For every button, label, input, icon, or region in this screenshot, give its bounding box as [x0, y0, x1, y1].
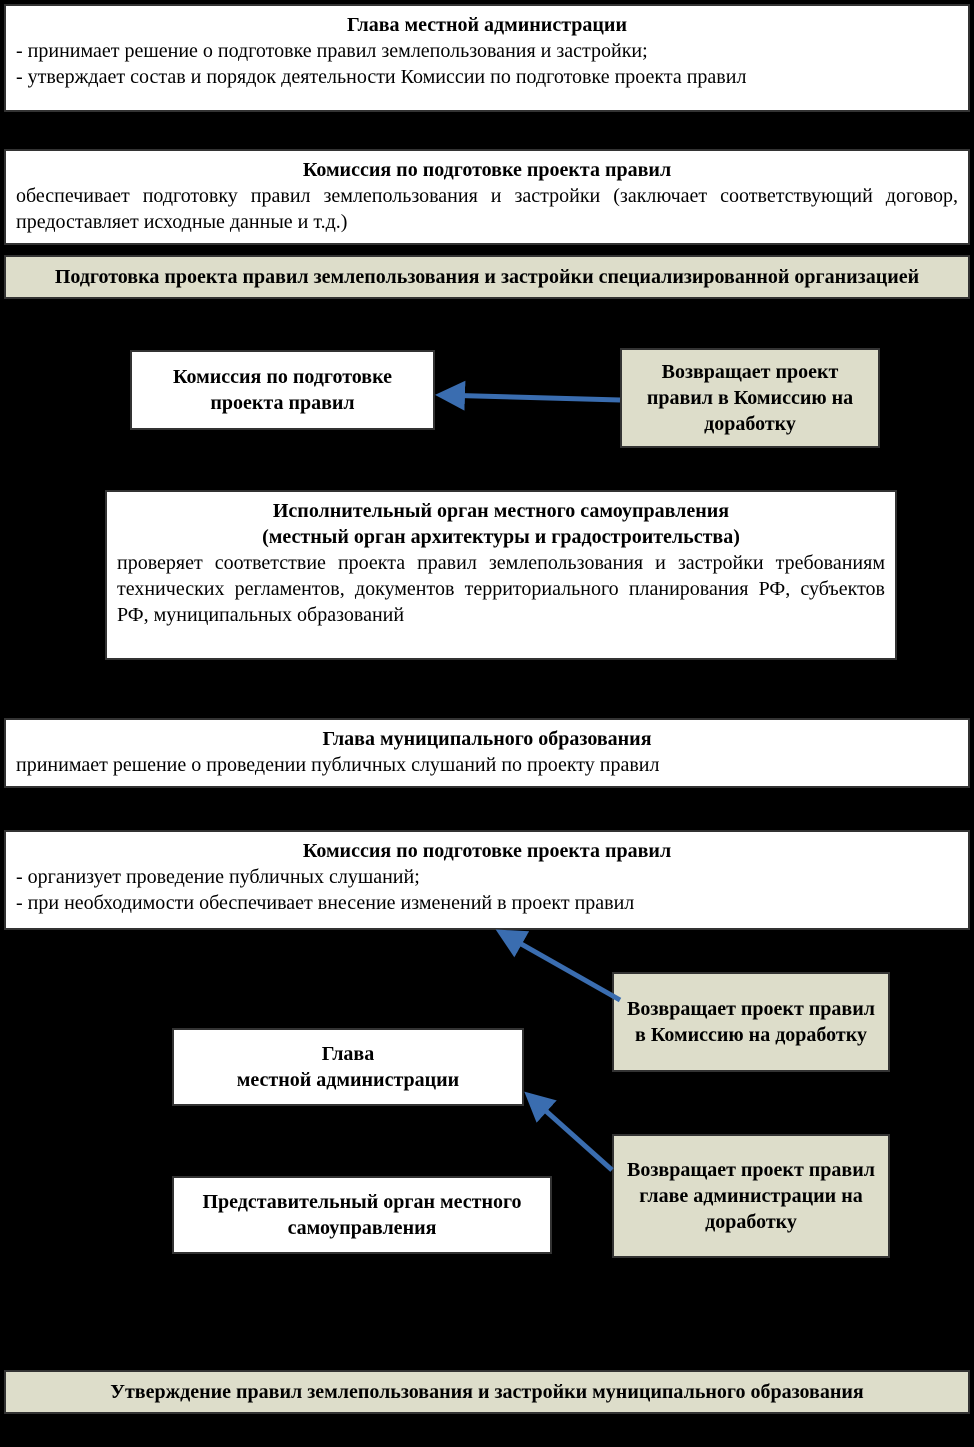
arrow-0: [440, 395, 620, 400]
node-b9: Глава местной администрации: [172, 1028, 524, 1106]
node-body: - организует проведение публичных слушан…: [16, 864, 958, 916]
node-title: Представительный орган местного самоупра…: [184, 1189, 540, 1241]
node-body: Возвращает проект правил главе администр…: [624, 1157, 878, 1235]
node-b1: Глава местной администрации- принимает р…: [4, 4, 970, 112]
node-b3: Подготовка проекта правил землепользован…: [4, 255, 970, 299]
node-title: Глава местной администрации: [16, 12, 958, 38]
node-title: Комиссия по подготовке проекта правил: [16, 838, 958, 864]
node-title: Комиссия по подготовке проекта правил: [142, 364, 423, 416]
arrow-1: [500, 932, 620, 1000]
diagram-stage: Глава местной администрации- принимает р…: [0, 0, 974, 1447]
node-title: Глава местной администрации: [237, 1041, 459, 1093]
node-body: обеспечивает подготовку правил землеполь…: [16, 183, 958, 235]
node-title: Комиссия по подготовке проекта правил: [16, 157, 958, 183]
node-b5: Возвращает проект правил в Комиссию на д…: [620, 348, 880, 448]
node-title: Подготовка проекта правил землепользован…: [55, 264, 919, 290]
node-title: Утверждение правил землепользования и за…: [110, 1379, 863, 1405]
node-b7: Глава муниципального образованияпринимае…: [4, 718, 970, 788]
node-body: проверяет соответствие проекта правил зе…: [117, 550, 885, 628]
node-body: Возвращает проект правил в Комиссию на д…: [632, 359, 868, 437]
node-body: Возвращает проект правил в Комиссию на д…: [624, 996, 878, 1048]
arrow-2: [528, 1095, 612, 1170]
node-body: - принимает решение о подготовке правил …: [16, 38, 958, 90]
node-b4: Комиссия по подготовке проекта правил: [130, 350, 435, 430]
node-b6: Исполнительный орган местного самоуправл…: [105, 490, 897, 660]
node-b8: Комиссия по подготовке проекта правил- о…: [4, 830, 970, 930]
node-b11: Представительный орган местного самоупра…: [172, 1176, 552, 1254]
node-b13: Утверждение правил землепользования и за…: [4, 1370, 970, 1414]
node-body: принимает решение о проведении публичных…: [16, 752, 958, 778]
node-b2: Комиссия по подготовке проекта правилобе…: [4, 149, 970, 245]
node-b12: Возвращает проект правил главе администр…: [612, 1134, 890, 1258]
node-title: Глава муниципального образования: [16, 726, 958, 752]
node-b10: Возвращает проект правил в Комиссию на д…: [612, 972, 890, 1072]
node-title: Исполнительный орган местного самоуправл…: [117, 498, 885, 550]
